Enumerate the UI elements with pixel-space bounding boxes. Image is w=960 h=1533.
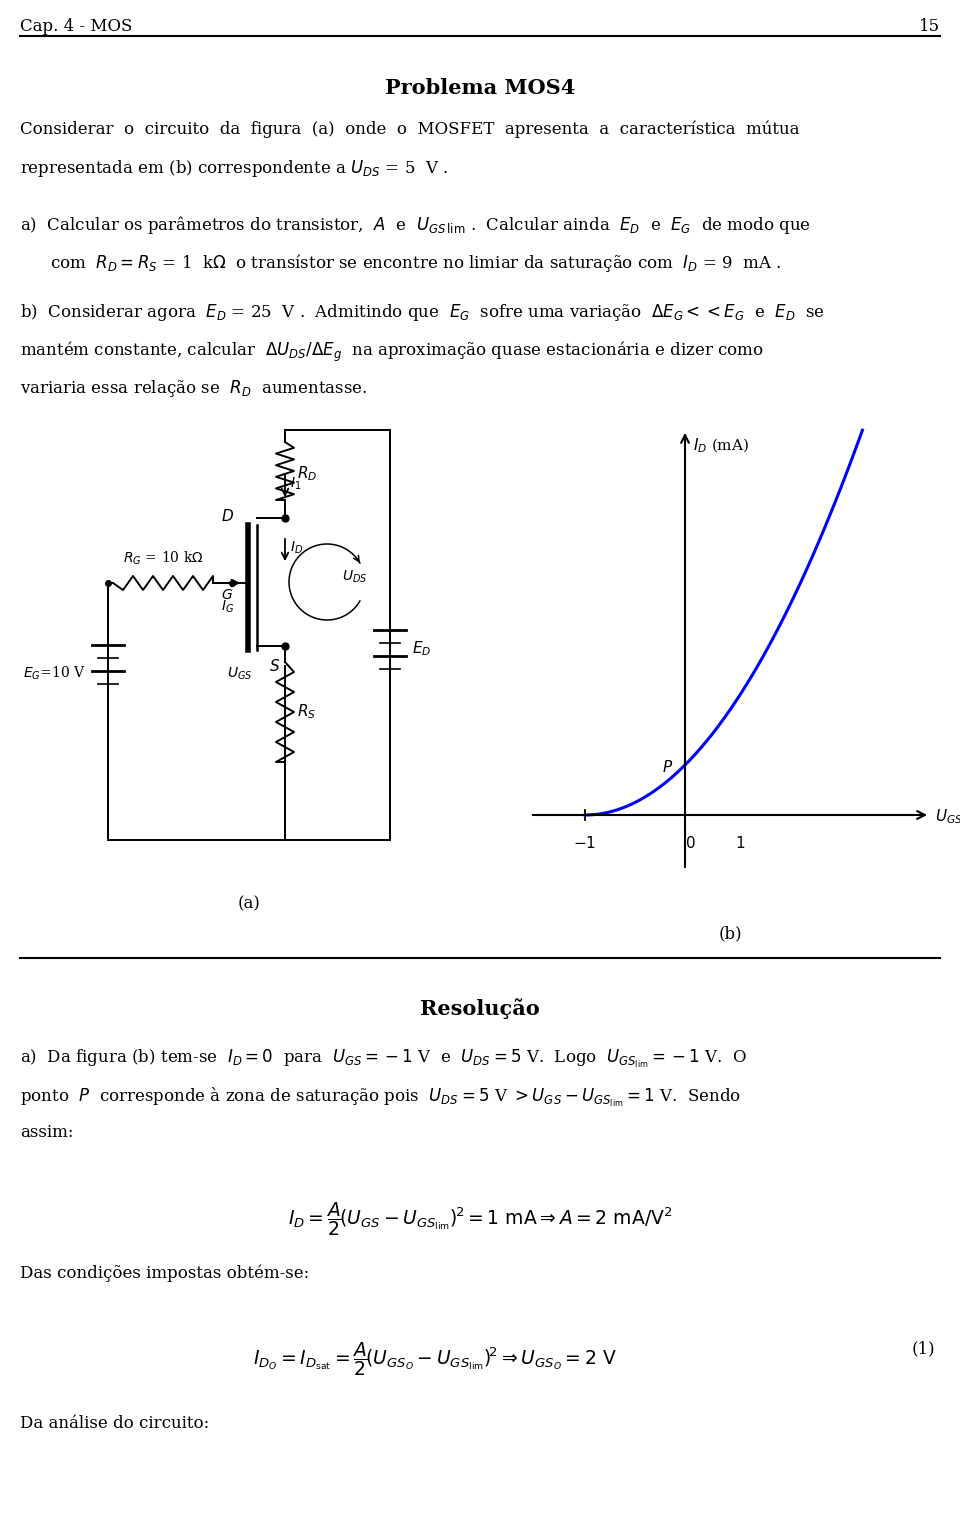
Text: $S$: $S$	[269, 658, 280, 675]
Text: Das condições impostas obtém-se:: Das condições impostas obtém-se:	[20, 1265, 309, 1283]
Text: (1): (1)	[911, 1340, 935, 1357]
Text: (a): (a)	[237, 895, 260, 912]
Text: $1$: $1$	[734, 835, 745, 851]
Text: mantém constante, calcular  $\Delta U_{DS}/\Delta E_g$  na aproximação quase est: mantém constante, calcular $\Delta U_{DS…	[20, 340, 763, 365]
Text: $I_1$: $I_1$	[290, 475, 301, 492]
Text: a)  Calcular os parâmetros do transistor,  $A$  e  $U_{GS\,\mathrm{lim}}$ .  Cal: a) Calcular os parâmetros do transistor,…	[20, 215, 811, 236]
Text: variaria essa relação se  $R_D$  aumentasse.: variaria essa relação se $R_D$ aumentass…	[20, 379, 368, 399]
Text: $I_{D_O} = I_{D_{\mathrm{sat}}} = \dfrac{A}{2}\!\left(U_{GS_O} - U_{GS_{\mathrm{: $I_{D_O} = I_{D_{\mathrm{sat}}} = \dfrac…	[253, 1340, 617, 1378]
Text: $E_D$: $E_D$	[412, 639, 431, 658]
Text: assim:: assim:	[20, 1124, 74, 1141]
Text: $R_S$: $R_S$	[297, 702, 316, 722]
Text: $G$: $G$	[221, 589, 233, 602]
Text: (b): (b)	[718, 924, 742, 941]
Text: $I_G$: $I_G$	[222, 599, 234, 615]
Text: $R_G$ = 10 k$\Omega$: $R_G$ = 10 k$\Omega$	[123, 550, 204, 567]
Text: Cap. 4 - MOS: Cap. 4 - MOS	[20, 18, 132, 35]
Text: representada em (b) correspondente a $U_{DS}$ = 5  V .: representada em (b) correspondente a $U_…	[20, 158, 448, 179]
Text: ponto  $P$  corresponde à zona de saturação pois  $U_{DS} = 5$ V $> U_{GS} - U_{: ponto $P$ corresponde à zona de saturaçã…	[20, 1085, 741, 1108]
Text: Considerar  o  circuito  da  figura  (a)  onde  o  MOSFET  apresenta  a  caracte: Considerar o circuito da figura (a) onde…	[20, 120, 800, 138]
Text: $P$: $P$	[661, 759, 673, 776]
Text: com  $R_D = R_S$ = 1  k$\Omega$  o transístor se encontre no limiar da saturação: com $R_D = R_S$ = 1 k$\Omega$ o transíst…	[50, 251, 781, 274]
Text: $E_G$=10 V: $E_G$=10 V	[23, 664, 86, 682]
Text: 15: 15	[919, 18, 940, 35]
Text: $R_D$: $R_D$	[297, 464, 317, 483]
Text: $0$: $0$	[684, 835, 695, 851]
Text: $D$: $D$	[221, 507, 234, 524]
Text: Problema MOS4: Problema MOS4	[385, 78, 575, 98]
Text: $-1$: $-1$	[573, 835, 596, 851]
Text: $I_D = \dfrac{A}{2}\!\left(U_{GS} - U_{GS_{\mathrm{lim}}}\right)^{\!2} = 1\ \mat: $I_D = \dfrac{A}{2}\!\left(U_{GS} - U_{G…	[288, 1200, 672, 1237]
Text: $I_D$ (mA): $I_D$ (mA)	[693, 437, 749, 455]
Text: $U_{GS}$: $U_{GS}$	[228, 665, 252, 682]
Text: Resolução: Resolução	[420, 998, 540, 1019]
Text: $U_{GS}$(V): $U_{GS}$(V)	[935, 808, 960, 826]
Text: $I_D$: $I_D$	[290, 540, 303, 556]
Text: $U_{DS}$: $U_{DS}$	[342, 569, 368, 586]
Text: a)  Da figura (b) tem-se  $I_D = 0$  para  $U_{GS} = -1$ V  e  $U_{DS} = 5$ V.  : a) Da figura (b) tem-se $I_D = 0$ para $…	[20, 1049, 747, 1070]
Text: Da análise do circuito:: Da análise do circuito:	[20, 1415, 209, 1432]
Text: b)  Considerar agora  $E_D$ = 25  V .  Admitindo que  $E_G$  sofre uma variação : b) Considerar agora $E_D$ = 25 V . Admit…	[20, 302, 825, 323]
